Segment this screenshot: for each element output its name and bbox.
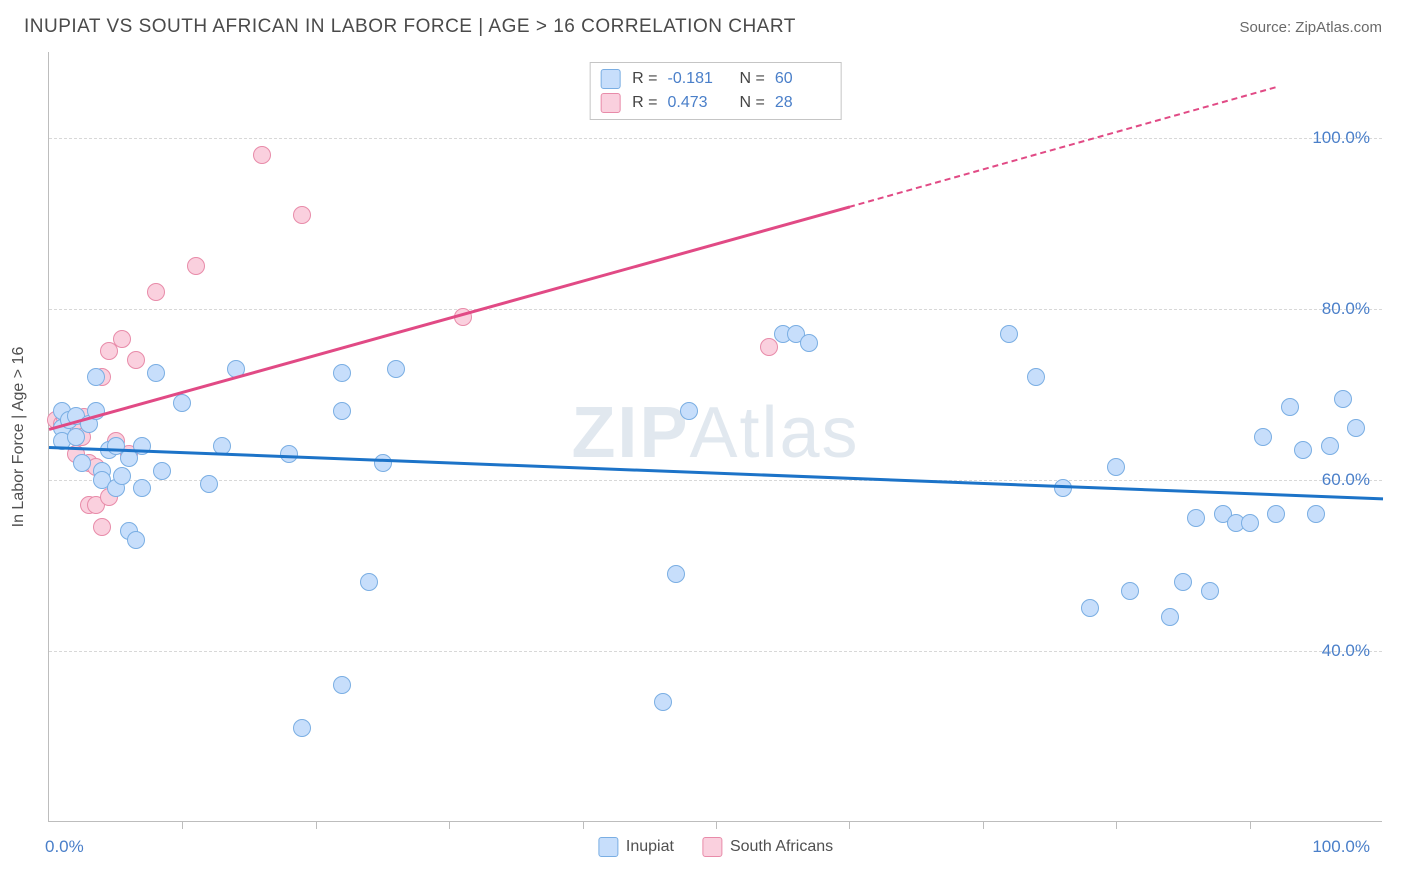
x-tick — [316, 821, 317, 829]
data-point — [374, 454, 392, 472]
x-tick — [849, 821, 850, 829]
data-point — [253, 146, 271, 164]
y-axis-title: In Labor Force | Age > 16 — [10, 346, 28, 527]
x-tick — [1250, 821, 1251, 829]
data-point — [333, 676, 351, 694]
trend-line-dashed — [849, 86, 1276, 208]
gridline — [49, 651, 1382, 652]
data-point — [1161, 608, 1179, 626]
chart-title: INUPIAT VS SOUTH AFRICAN IN LABOR FORCE … — [24, 16, 796, 38]
x-tick — [716, 821, 717, 829]
stats-row-sa: R = 0.473 N = 28 — [600, 91, 831, 115]
legend-label-inupiat: Inupiat — [626, 838, 674, 856]
data-point — [654, 693, 672, 711]
data-point — [1254, 428, 1272, 446]
legend-label-sa: South Africans — [730, 838, 833, 856]
data-point — [1267, 505, 1285, 523]
data-point — [1347, 419, 1365, 437]
n-label: N = — [740, 94, 765, 112]
legend: Inupiat South Africans — [598, 837, 833, 857]
n-value-sa: 28 — [775, 94, 831, 112]
r-label: R = — [632, 70, 657, 88]
x-axis-min-label: 0.0% — [45, 837, 84, 857]
swatch-sa — [600, 93, 620, 113]
data-point — [800, 334, 818, 352]
data-point — [147, 364, 165, 382]
data-point — [1334, 390, 1352, 408]
data-point — [1307, 505, 1325, 523]
data-point — [1000, 325, 1018, 343]
gridline — [49, 309, 1382, 310]
data-point — [147, 283, 165, 301]
y-tick-label: 40.0% — [1322, 641, 1370, 661]
data-point — [293, 719, 311, 737]
gridline — [49, 480, 1382, 481]
x-tick — [983, 821, 984, 829]
source-label: Source: ZipAtlas.com — [1239, 19, 1382, 36]
trend-line — [49, 206, 850, 431]
data-point — [187, 257, 205, 275]
legend-swatch-sa — [702, 837, 722, 857]
r-value-inupiat: -0.181 — [668, 70, 724, 88]
plot-area: In Labor Force | Age > 16 ZIPAtlas R = -… — [48, 52, 1382, 822]
data-point — [173, 394, 191, 412]
data-point — [1281, 398, 1299, 416]
data-point — [113, 330, 131, 348]
data-point — [360, 573, 378, 591]
y-tick-label: 60.0% — [1322, 470, 1370, 490]
x-tick — [449, 821, 450, 829]
data-point — [333, 364, 351, 382]
x-tick — [1116, 821, 1117, 829]
data-point — [667, 565, 685, 583]
x-axis-max-label: 100.0% — [1312, 837, 1370, 857]
data-point — [93, 518, 111, 536]
y-tick-label: 100.0% — [1312, 128, 1370, 148]
data-point — [387, 360, 405, 378]
gridline — [49, 138, 1382, 139]
data-point — [1187, 509, 1205, 527]
y-tick-label: 80.0% — [1322, 299, 1370, 319]
legend-swatch-inupiat — [598, 837, 618, 857]
data-point — [1201, 582, 1219, 600]
data-point — [1121, 582, 1139, 600]
data-point — [333, 402, 351, 420]
data-point — [133, 479, 151, 497]
stats-row-inupiat: R = -0.181 N = 60 — [600, 67, 831, 91]
watermark: ZIPAtlas — [571, 391, 859, 473]
data-point — [1107, 458, 1125, 476]
data-point — [1241, 514, 1259, 532]
data-point — [1174, 573, 1192, 591]
correlation-stats-box: R = -0.181 N = 60 R = 0.473 N = 28 — [589, 62, 842, 120]
data-point — [73, 454, 91, 472]
swatch-inupiat — [600, 69, 620, 89]
data-point — [153, 462, 171, 480]
data-point — [1081, 599, 1099, 617]
n-label: N = — [740, 70, 765, 88]
x-tick — [182, 821, 183, 829]
data-point — [1027, 368, 1045, 386]
data-point — [127, 531, 145, 549]
data-point — [680, 402, 698, 420]
n-value-inupiat: 60 — [775, 70, 831, 88]
data-point — [127, 351, 145, 369]
data-point — [1294, 441, 1312, 459]
data-point — [1054, 479, 1072, 497]
data-point — [87, 368, 105, 386]
data-point — [293, 206, 311, 224]
trend-line — [49, 446, 1383, 500]
data-point — [113, 467, 131, 485]
data-point — [200, 475, 218, 493]
r-value-sa: 0.473 — [668, 94, 724, 112]
r-label: R = — [632, 94, 657, 112]
data-point — [1321, 437, 1339, 455]
x-tick — [583, 821, 584, 829]
